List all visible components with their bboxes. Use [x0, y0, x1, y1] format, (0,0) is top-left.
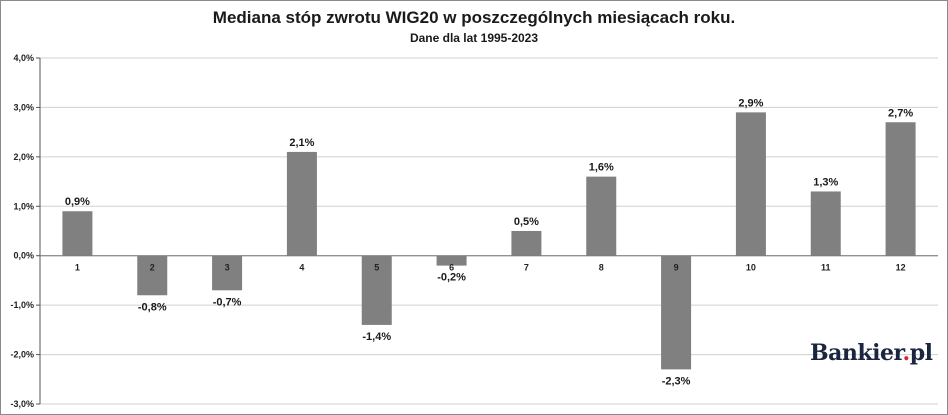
brand-dot: .	[902, 340, 911, 366]
bar	[286, 151, 317, 256]
x-tick-label: 5	[374, 263, 379, 273]
data-label: -0,2%	[437, 272, 466, 284]
x-tick-label: 3	[225, 263, 230, 273]
y-axis: 4,0% 3,0% 2,0% 1,0% 0,0% -1,0% -2,0% -3,0%	[10, 53, 938, 409]
bar	[511, 231, 542, 256]
bar	[361, 255, 392, 325]
data-label: 2,1%	[289, 137, 314, 149]
data-label: 1,3%	[813, 176, 838, 188]
data-label: -2,3%	[662, 375, 691, 387]
bar	[586, 176, 617, 256]
data-labels: 1 0,9% 2 -0,8% 3 -0,7% 4 2,1% 5 -1,4% 6-0,2% 7 0,5% 8…	[65, 97, 913, 387]
y-tick-label: -3,0%	[10, 399, 34, 409]
data-label: 1,6%	[589, 162, 614, 174]
bars	[62, 112, 916, 370]
y-tick-label: 2,0%	[13, 152, 34, 162]
bankier-logo: Bankier.pl	[810, 340, 933, 366]
data-label: -1,4%	[362, 331, 391, 343]
bar	[885, 122, 916, 256]
y-tick-label: 1,0%	[13, 201, 34, 211]
y-tick-label: -2,0%	[10, 350, 34, 360]
data-label: -0,8%	[138, 301, 167, 313]
data-label: 2,7%	[888, 107, 913, 119]
x-tick-label: 10	[746, 263, 756, 273]
data-label: 0,9%	[65, 196, 90, 208]
y-tick-label: 0,0%	[13, 251, 34, 261]
x-tick-label: 6	[449, 263, 454, 273]
brand-main: Bankier	[810, 340, 903, 366]
x-tick-label: 9	[674, 263, 679, 273]
x-tick-label: 2	[150, 263, 155, 273]
bar	[436, 255, 467, 266]
y-tick-label: 3,0%	[13, 102, 34, 112]
x-tick-label: 12	[896, 263, 906, 273]
x-tick-label: 8	[599, 263, 604, 273]
x-tick-label: 7	[524, 263, 529, 273]
bar	[212, 255, 243, 291]
bar	[661, 255, 692, 370]
data-label: 2,9%	[738, 97, 763, 109]
bar	[735, 112, 766, 256]
bar	[62, 211, 93, 256]
y-tick-label: -1,0%	[10, 300, 34, 310]
y-tick-label: 4,0%	[13, 53, 34, 63]
data-label: -0,7%	[213, 296, 242, 308]
bar	[810, 191, 841, 256]
chart-subtitle: Dane dla lat 1995-2023	[409, 31, 539, 45]
chart-title: Mediana stóp zwrotu WIG20 w poszczególny…	[212, 8, 736, 27]
x-tick-label: 4	[299, 263, 304, 273]
brand-suffix: pl	[909, 340, 933, 366]
data-label: 0,5%	[514, 216, 539, 228]
x-tick-label: 1	[75, 263, 80, 273]
bar	[137, 255, 168, 296]
x-tick-label: 11	[821, 263, 831, 273]
gridlines	[40, 57, 938, 405]
